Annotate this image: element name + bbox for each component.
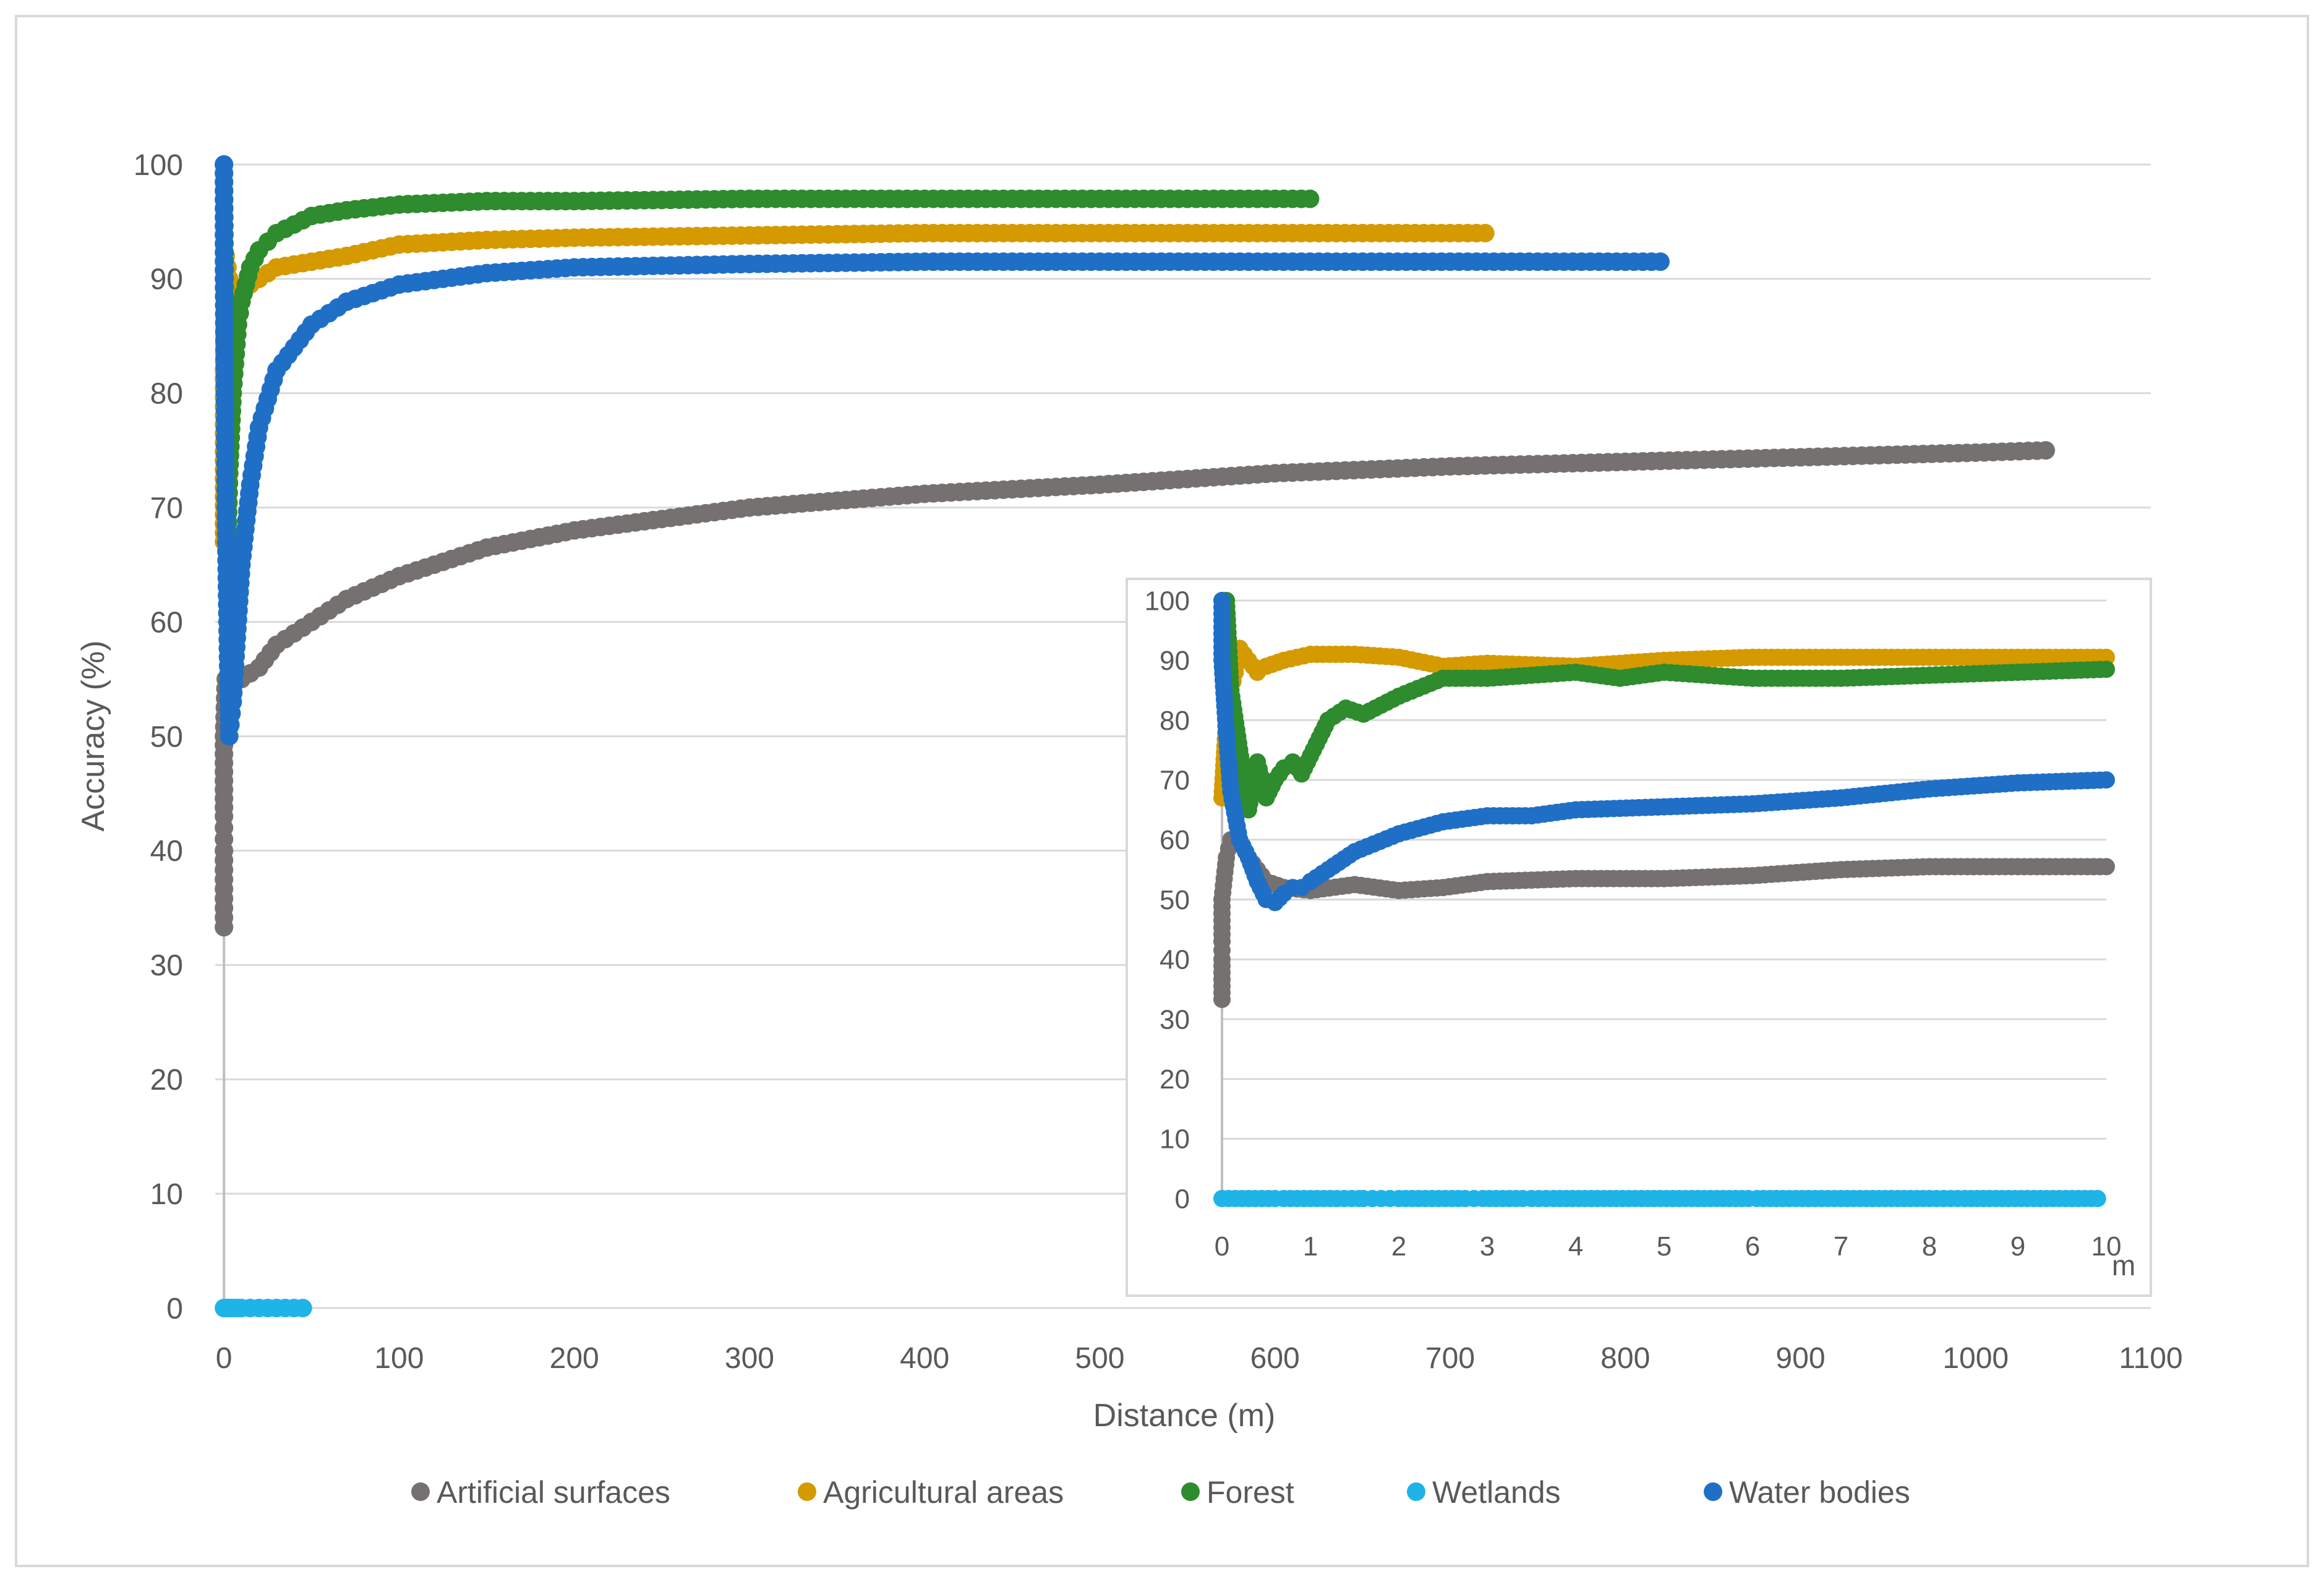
main-y-tick-label: 50: [150, 720, 183, 753]
inset-x-tick-label: 6: [1745, 1231, 1760, 1262]
legend-label: Wetlands: [1432, 1475, 1561, 1510]
main-data-point: [2036, 441, 2056, 460]
inset-x-tick-labels: 0 1 2 3 4 5 6 7 8 9 10: [1215, 1231, 2122, 1262]
main-y-tick-label: 30: [150, 949, 183, 982]
inset-y-tick-label: 60: [1160, 825, 1190, 855]
main-series-points: [215, 155, 2056, 1317]
legend: Artificial surfaces Agricultural areas For…: [411, 1475, 1910, 1510]
main-series-wetlands: [215, 1299, 312, 1317]
legend-marker: [798, 1482, 816, 1501]
main-x-tick-label: 600: [1250, 1342, 1300, 1375]
legend-marker: [1407, 1482, 1425, 1501]
inset-y-tick-label: 10: [1160, 1124, 1190, 1155]
inset-y-tick-label: 20: [1160, 1064, 1190, 1095]
inset-plot: 0 10 20 30 40 50 60 70 80 90 100 0 1 2 3 4 5 6 7 8 9 10 m: [1126, 578, 2152, 1297]
main-data-point: [1651, 252, 1670, 272]
inset-x-tick-label: 0: [1215, 1231, 1229, 1262]
legend-label: Artificial surfaces: [437, 1475, 670, 1510]
inset-x-tick-label: 9: [2010, 1231, 2025, 1262]
inset-x-axis-unit: m: [2112, 1249, 2135, 1281]
main-y-tick-label: 80: [150, 378, 183, 411]
inset-frame: [1126, 578, 2152, 1297]
inset-y-tick-label: 50: [1160, 885, 1190, 915]
main-x-tick-label: 0: [216, 1342, 233, 1375]
main-y-tick-label: 40: [150, 835, 183, 868]
main-y-tick-label: 60: [150, 606, 183, 639]
main-y-tick-label: 100: [134, 149, 183, 182]
main-x-tick-label: 800: [1600, 1342, 1650, 1375]
inset-x-tick-label: 10: [2091, 1231, 2122, 1262]
inset-data-point: [2098, 858, 2115, 876]
inset-y-tick-label: 40: [1160, 945, 1190, 975]
inset-y-tick-label: 100: [1145, 586, 1190, 616]
main-y-axis-title: Accuracy (%): [75, 640, 111, 831]
inset-x-tick-label: 5: [1657, 1231, 1672, 1262]
inset-series-points: [1213, 592, 2115, 1207]
main-x-tick-labels: 0 100 200 300 400 500 600 700 800 900 1000 1100: [216, 1342, 2183, 1375]
inset-series-artificial: [1213, 831, 2115, 1008]
inset-x-tick-label: 7: [1834, 1231, 1848, 1262]
main-data-point: [1476, 223, 1495, 242]
main-x-tick-label: 900: [1775, 1342, 1825, 1375]
main-x-tick-label: 300: [725, 1342, 774, 1375]
inset-x-tick-label: 2: [1391, 1231, 1406, 1262]
main-y-tick-labels: 0 10 20 30 40 50 60 70 80 90 100: [134, 149, 183, 1325]
main-data-point: [1301, 189, 1320, 208]
legend-label: Water bodies: [1729, 1475, 1910, 1510]
inset-y-tick-label: 90: [1160, 646, 1190, 676]
inset-data-point: [2088, 1190, 2106, 1207]
main-y-tick-label: 90: [150, 263, 183, 296]
legend-marker: [1704, 1482, 1722, 1501]
main-x-tick-label: 700: [1425, 1342, 1475, 1375]
main-x-axis-title: Distance (m): [1093, 1398, 1276, 1434]
main-y-tick-label: 0: [166, 1293, 183, 1325]
main-y-tick-label: 20: [150, 1064, 183, 1097]
legend-item-wetlands: Wetlands: [1407, 1475, 1561, 1510]
inset-x-tick-label: 3: [1480, 1231, 1495, 1262]
legend-marker: [1181, 1482, 1200, 1501]
inset-y-tick-label: 30: [1160, 1004, 1190, 1035]
main-x-tick-label: 400: [900, 1342, 949, 1375]
inset-x-tick-label: 8: [1922, 1231, 1937, 1262]
inset-x-tick-label: 1: [1303, 1231, 1318, 1262]
main-x-tick-label: 100: [374, 1342, 424, 1375]
inset-series-water: [1213, 592, 2115, 912]
inset-y-tick-label: 80: [1160, 706, 1190, 736]
inset-data-point: [2098, 661, 2115, 678]
inset-y-tick-label: 0: [1175, 1184, 1190, 1214]
main-y-tick-label: 70: [150, 492, 183, 525]
legend-label: Forest: [1207, 1475, 1294, 1510]
inset-x-tick-label: 4: [1568, 1231, 1583, 1262]
main-series-artificial: [215, 441, 2056, 937]
main-x-tick-label: 1000: [1942, 1342, 2009, 1375]
legend-item-agricultural: Agricultural areas: [798, 1475, 1064, 1510]
main-series-forest: [215, 155, 1320, 552]
inset-data-point: [2098, 771, 2115, 789]
main-series-water: [215, 155, 1670, 746]
inset-series-wetlands: [1213, 1190, 2106, 1207]
inset-y-tick-labels: 0 10 20 30 40 50 60 70 80 90 100: [1145, 586, 1190, 1214]
legend-item-forest: Forest: [1181, 1475, 1294, 1510]
main-y-tick-label: 10: [150, 1178, 183, 1211]
legend-item-artificial: Artificial surfaces: [411, 1475, 670, 1510]
legend-label: Agricultural areas: [823, 1475, 1064, 1510]
main-data-point: [293, 1299, 312, 1317]
legend-marker: [411, 1482, 430, 1501]
main-x-tick-label: 500: [1075, 1342, 1124, 1375]
main-x-tick-label: 1100: [2119, 1342, 2182, 1375]
inset-y-tick-label: 70: [1160, 766, 1190, 796]
main-x-tick-label: 200: [550, 1342, 599, 1375]
legend-item-water: Water bodies: [1704, 1475, 1910, 1510]
